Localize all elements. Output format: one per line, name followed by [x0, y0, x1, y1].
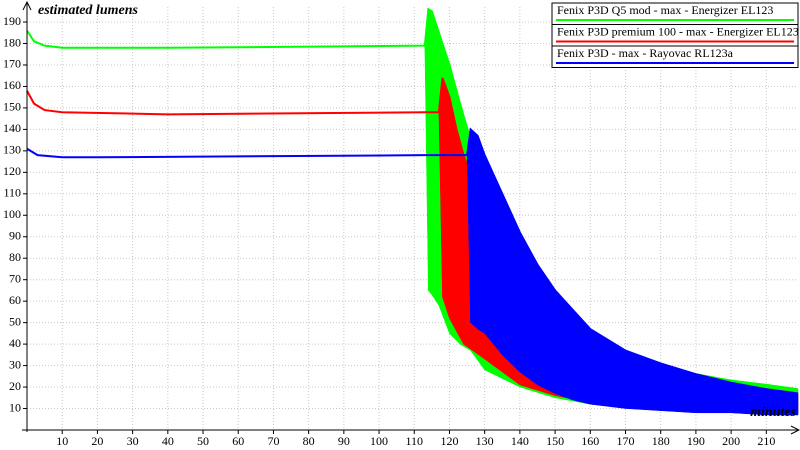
- x-tick-label: 90: [338, 434, 350, 448]
- flicker-band: [477, 135, 485, 334]
- x-tick-label: 190: [687, 434, 705, 448]
- x-tick-label: 120: [440, 434, 458, 448]
- y-tick-label: 100: [3, 207, 21, 221]
- x-tick-label: 140: [511, 434, 529, 448]
- legend-label: Fenix P3D - max - Rayovac RL123a: [557, 46, 734, 60]
- legend: Fenix P3D Q5 mod - max - Energizer EL123…: [551, 2, 799, 68]
- x-tick-label: 160: [581, 434, 599, 448]
- y-tick-label: 160: [3, 78, 21, 92]
- flicker-band: [428, 8, 433, 296]
- flicker-band: [442, 77, 450, 319]
- flicker-band: [449, 97, 457, 332]
- x-tick-label: 130: [476, 434, 494, 448]
- x-tick-label: 170: [616, 434, 634, 448]
- x-tick-label: 60: [232, 434, 244, 448]
- y-tick-label: 90: [9, 229, 21, 243]
- y-tick-label: 30: [9, 357, 21, 371]
- series-line: [26, 127, 799, 395]
- x-tick-label: 180: [652, 434, 670, 448]
- y-tick-label: 40: [9, 336, 21, 350]
- flicker-band: [431, 11, 440, 307]
- x-tick-label: 80: [303, 434, 315, 448]
- x-tick-label: 50: [197, 434, 209, 448]
- x-tick-label: 40: [162, 434, 174, 448]
- y-tick-label: 80: [9, 250, 21, 264]
- y-tick-label: 20: [9, 379, 21, 393]
- y-arrow: [22, 0, 32, 11]
- flicker-band: [456, 129, 464, 345]
- y-tick-label: 110: [3, 186, 21, 200]
- legend-label: Fenix P3D premium 100 - max - Energizer …: [557, 24, 799, 38]
- y-tick-label: 130: [3, 143, 21, 157]
- y-tick-label: 70: [9, 271, 21, 285]
- x-tick-label: 30: [127, 434, 139, 448]
- y-tick-label: 190: [3, 14, 21, 28]
- plot: [26, 7, 799, 416]
- x-tick-label: 100: [370, 434, 388, 448]
- legend-box: [551, 2, 799, 68]
- x-tick-label: 210: [757, 434, 775, 448]
- y-tick-label: 120: [3, 164, 21, 178]
- grid: 10 20 30 40 50 60 70 80 90 100 110 120 130 140 150 160 1…: [3, 7, 798, 448]
- y-tick-label: 60: [9, 293, 21, 307]
- y-tick-label: 150: [3, 100, 21, 114]
- x-tick-label: 200: [722, 434, 740, 448]
- legend-label: Fenix P3D Q5 mod - max - Energizer EL123: [557, 3, 773, 17]
- x-arrow: [790, 425, 800, 435]
- flicker-band: [470, 128, 478, 330]
- x-axis-label: minutes: [750, 405, 796, 420]
- y-tick-label: 10: [9, 400, 21, 414]
- y-tick-label: 180: [3, 35, 21, 49]
- y-tick-label: 170: [3, 57, 21, 71]
- y-tick-label: 50: [9, 314, 21, 328]
- x-tick-label: 20: [91, 434, 103, 448]
- y-axis-label: estimated lumens: [38, 3, 139, 18]
- y-tick-label: 140: [3, 121, 21, 135]
- x-tick-label: 110: [405, 434, 423, 448]
- x-tick-label: 150: [546, 434, 564, 448]
- x-tick-label: 10: [56, 434, 68, 448]
- x-tick-label: 70: [267, 434, 279, 448]
